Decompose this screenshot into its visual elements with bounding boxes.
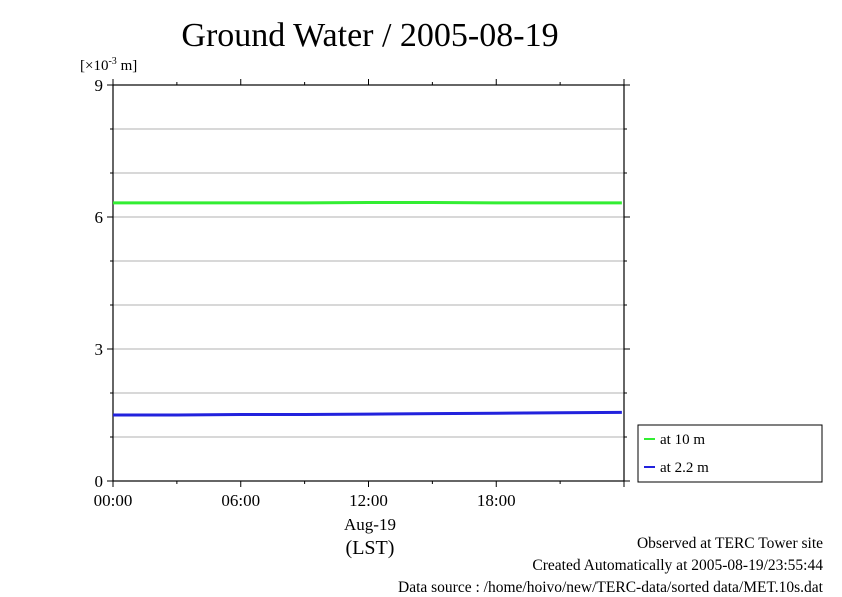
y-tick-label: 6 xyxy=(95,208,104,227)
x-tick-label: 00:00 xyxy=(94,491,133,510)
series-lines xyxy=(113,202,622,415)
legend: at 10 m at 2.2 m xyxy=(638,425,822,482)
y-unit-prefix: [×10 xyxy=(80,58,108,74)
legend-label-10m: at 10 m xyxy=(660,432,705,448)
series-line-2-2m xyxy=(113,412,622,415)
x-axis-label: (LST) xyxy=(346,537,395,559)
chart-title: Ground Water / 2005-08-19 xyxy=(181,17,558,54)
y-axis-unit: [×10-3 m] xyxy=(80,56,137,74)
y-unit-suffix: m] xyxy=(117,58,137,74)
x-tick-label: 18:00 xyxy=(477,491,516,510)
grid-lines xyxy=(113,129,624,437)
y-tick-label: 3 xyxy=(95,340,104,359)
plot-frame xyxy=(113,85,624,481)
y-tick-label: 9 xyxy=(95,76,104,95)
legend-label-2-2m: at 2.2 m xyxy=(660,460,709,476)
y-unit-exponent: -3 xyxy=(108,56,116,67)
observed-note: Observed at TERC Tower site xyxy=(637,535,823,553)
y-tick-label: 0 xyxy=(95,472,104,491)
date-label: Aug-19 xyxy=(344,515,396,534)
created-note: Created Automatically at 2005-08-19/23:5… xyxy=(532,557,823,575)
axes xyxy=(107,79,630,487)
source-note: Data source : /home/hoivo/new/TERC-data/… xyxy=(398,579,823,597)
tick-labels: 0 3 6 9 00:00 06:00 12:00 18:00 xyxy=(94,76,516,510)
x-tick-label: 12:00 xyxy=(349,491,388,510)
x-tick-label: 06:00 xyxy=(221,491,260,510)
